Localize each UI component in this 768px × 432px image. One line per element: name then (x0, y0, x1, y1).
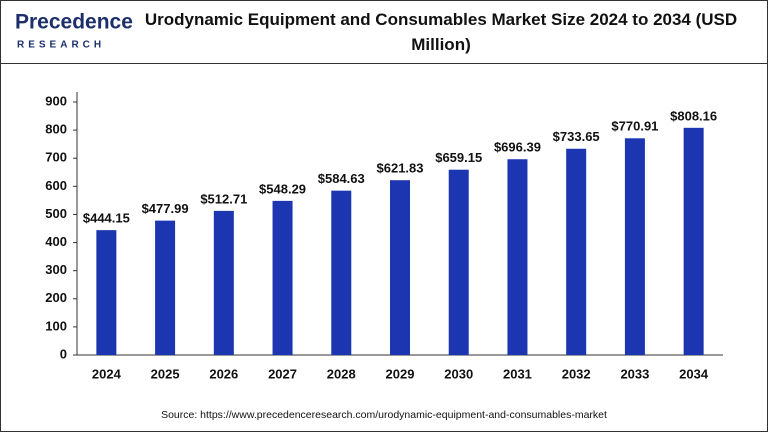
logo-tagline: RESEARCH (17, 40, 105, 51)
value-label: $444.15 (83, 211, 130, 226)
logo-name: Precedence (15, 11, 133, 34)
bar (213, 210, 234, 355)
source: Source: https://www.precedenceresearch.c… (161, 409, 607, 421)
x-tick-label: 2031 (503, 366, 532, 381)
x-tick-label: 2024 (92, 366, 122, 381)
value-label: $584.63 (318, 171, 365, 186)
bar (566, 148, 587, 355)
y-tick-label: 200 (45, 290, 67, 305)
value-label: $477.99 (142, 201, 189, 216)
value-label: $659.15 (435, 150, 482, 165)
y-tick-label: 700 (45, 150, 67, 165)
bar (390, 180, 410, 355)
value-label: $621.83 (377, 161, 424, 176)
x-tick-label: 2028 (327, 366, 356, 381)
bar (96, 230, 117, 355)
y-tick-label: 900 (45, 93, 67, 108)
y-tick-label: 100 (45, 318, 67, 333)
y-tick-label: 800 (45, 122, 67, 137)
x-tick-label: 2025 (151, 366, 180, 381)
x-tick-label: 2032 (562, 366, 591, 381)
logo: Precedence RESEARCH (15, 11, 133, 51)
x-tick-label: 2026 (209, 366, 238, 381)
value-label: $512.71 (200, 191, 247, 206)
value-label: $696.39 (494, 140, 541, 155)
bar (624, 138, 645, 355)
x-tick-label: 2029 (386, 366, 415, 381)
chart: 0 100 200 300 400 500 600 700 800 900 2024 $444.15 2… (45, 92, 723, 421)
value-label: $808.16 (670, 108, 717, 123)
x-tick-label: 2034 (679, 366, 709, 381)
y-tick-label: 600 (45, 178, 67, 193)
bar (272, 200, 293, 355)
bar (331, 190, 352, 355)
value-label: $770.91 (611, 119, 658, 134)
header-divider (1, 63, 767, 64)
value-label: $733.65 (553, 129, 600, 144)
value-label: $548.29 (259, 181, 306, 196)
y-tick-label: 500 (45, 206, 67, 221)
y-tick-label: 0 (60, 346, 67, 361)
x-tick-label: 2033 (620, 366, 649, 381)
bar (448, 169, 469, 355)
chart-title: Urodynamic Equipment and Consumables Mar… (144, 10, 738, 54)
x-tick-label: 2027 (268, 366, 297, 381)
bar (155, 220, 176, 355)
bar (507, 159, 528, 355)
y-tick-label: 300 (45, 262, 67, 277)
bar (683, 127, 704, 355)
x-tick-label: 2030 (444, 366, 473, 381)
y-tick-label: 400 (45, 234, 67, 249)
